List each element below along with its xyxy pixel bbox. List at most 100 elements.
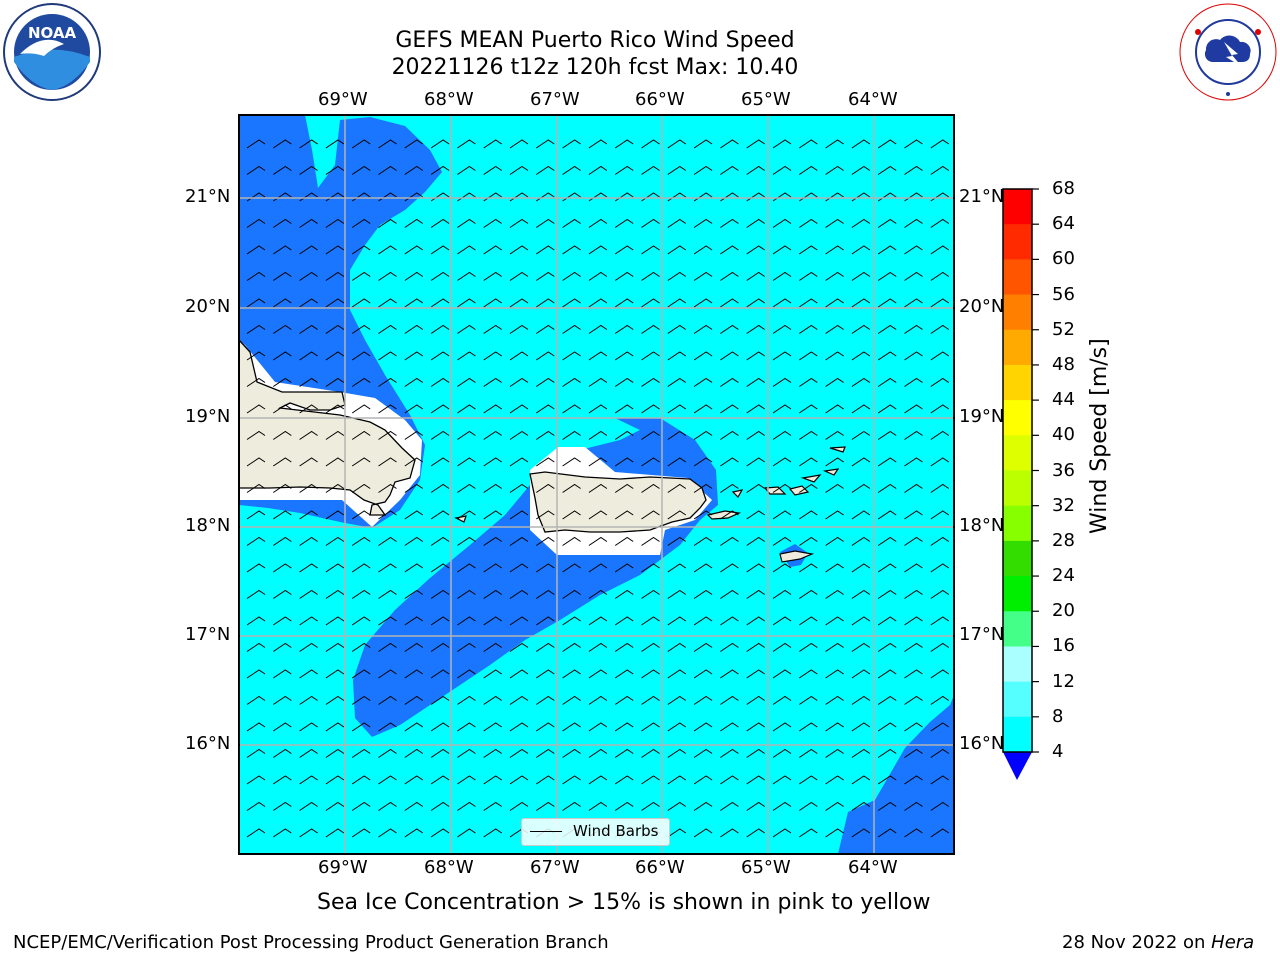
- wind-barb: [614, 298, 634, 308]
- wind-barb: [667, 642, 687, 652]
- wind-barb: [641, 642, 660, 652]
- wind-barb: [246, 430, 266, 440]
- wind-barb: [614, 536, 634, 546]
- wind-barb: [693, 722, 713, 732]
- wind-barb: [246, 616, 266, 626]
- wind-barb: [299, 298, 318, 308]
- wind-barb: [851, 351, 871, 361]
- wind-barb: [720, 218, 739, 228]
- wind-barb: [877, 430, 897, 440]
- wind-barb: [746, 218, 765, 228]
- wind-barb: [641, 165, 660, 175]
- wind-barb: [457, 695, 476, 705]
- wind-barb: [562, 536, 581, 546]
- wind-barb: [667, 695, 687, 705]
- wind-barb: [483, 801, 502, 811]
- wind-barb: [930, 748, 950, 758]
- wind-barb: [299, 563, 318, 573]
- wind-barb: [641, 536, 660, 546]
- wind-barb: [904, 139, 923, 149]
- wind-barb: [641, 483, 660, 493]
- wind-barb: [825, 563, 844, 573]
- graticule: [239, 115, 954, 854]
- wind-barb: [772, 245, 792, 255]
- wind-barb: [536, 563, 555, 573]
- wind-barb: [825, 828, 844, 838]
- wind-barb: [851, 775, 871, 785]
- wind-barb: [799, 669, 818, 679]
- wind-barb: [509, 775, 529, 785]
- wind-barb: [930, 298, 950, 308]
- colorbar-label: Wind Speed [m/s]: [1087, 338, 1112, 534]
- wind-barb: [930, 695, 950, 705]
- wind-barb: [772, 298, 792, 308]
- wind-barb: [720, 536, 739, 546]
- wind-barb: [404, 351, 424, 361]
- wind-barb: [641, 404, 660, 414]
- wind-barb: [509, 351, 529, 361]
- wind-barb: [720, 377, 739, 387]
- wind-barb: [720, 801, 739, 811]
- wind-barb: [825, 695, 844, 705]
- wind-barb: [772, 404, 792, 414]
- wind-barb: [693, 748, 713, 758]
- wind-barb: [614, 775, 634, 785]
- lon-label-top-0: 69°W: [318, 89, 368, 110]
- wind-barb: [325, 748, 345, 758]
- wind-barb: [667, 775, 687, 785]
- wind-barb: [904, 271, 923, 281]
- wind-barb: [246, 324, 266, 334]
- wind-barb: [746, 748, 765, 758]
- wind-barb: [641, 510, 660, 520]
- wind-barb: [930, 377, 950, 387]
- wind-barb: [457, 351, 476, 361]
- wind-barb: [588, 669, 608, 679]
- wind-barb: [904, 616, 923, 626]
- wind-barb: [693, 589, 713, 599]
- wind-barb: [562, 404, 581, 414]
- wind-barb: [378, 271, 397, 281]
- wind-barb: [588, 510, 608, 520]
- wind-barb: [825, 457, 844, 467]
- wind-barb: [667, 218, 687, 228]
- wind-barb: [667, 351, 687, 361]
- wind-barb: [851, 669, 871, 679]
- wind-barb: [614, 642, 634, 652]
- wind-barb: [509, 669, 529, 679]
- wind-barb: [536, 271, 555, 281]
- wind-barb: [930, 775, 950, 785]
- wind-barb: [536, 801, 555, 811]
- wind-barb: [667, 139, 687, 149]
- wind-barb: [430, 351, 450, 361]
- wind-barb: [930, 245, 950, 255]
- wind-barb: [851, 298, 871, 308]
- legend-label: Wind Barbs: [573, 822, 659, 840]
- wind-barb: [772, 377, 792, 387]
- wind-barb: [667, 616, 687, 626]
- wind-barb: [614, 483, 634, 493]
- wind-barb: [720, 695, 739, 705]
- wind-barb: [825, 324, 844, 334]
- colorbar-tick-label: 36: [1052, 459, 1075, 481]
- wind-barb: [667, 377, 687, 387]
- wind-barb: [799, 642, 818, 652]
- wind-barb: [904, 404, 923, 414]
- wind-barb: [799, 483, 818, 493]
- wind-barb: [483, 722, 502, 732]
- wind-barb: [246, 801, 266, 811]
- wind-barb: [509, 218, 529, 228]
- wind-barb: [720, 298, 739, 308]
- wind-barb: [378, 775, 397, 785]
- wind-barbs: [246, 139, 950, 838]
- wind-barb: [562, 775, 581, 785]
- wind-barb: [404, 616, 424, 626]
- wind-barb: [325, 722, 345, 732]
- wind-barb: [614, 430, 634, 440]
- wind-barb: [430, 642, 450, 652]
- wind-barb: [430, 589, 450, 599]
- wind-barb: [799, 245, 818, 255]
- wind-barb: [483, 775, 502, 785]
- wind-barb: [772, 510, 792, 520]
- wind-barb: [299, 828, 318, 838]
- wind-barb: [483, 377, 502, 387]
